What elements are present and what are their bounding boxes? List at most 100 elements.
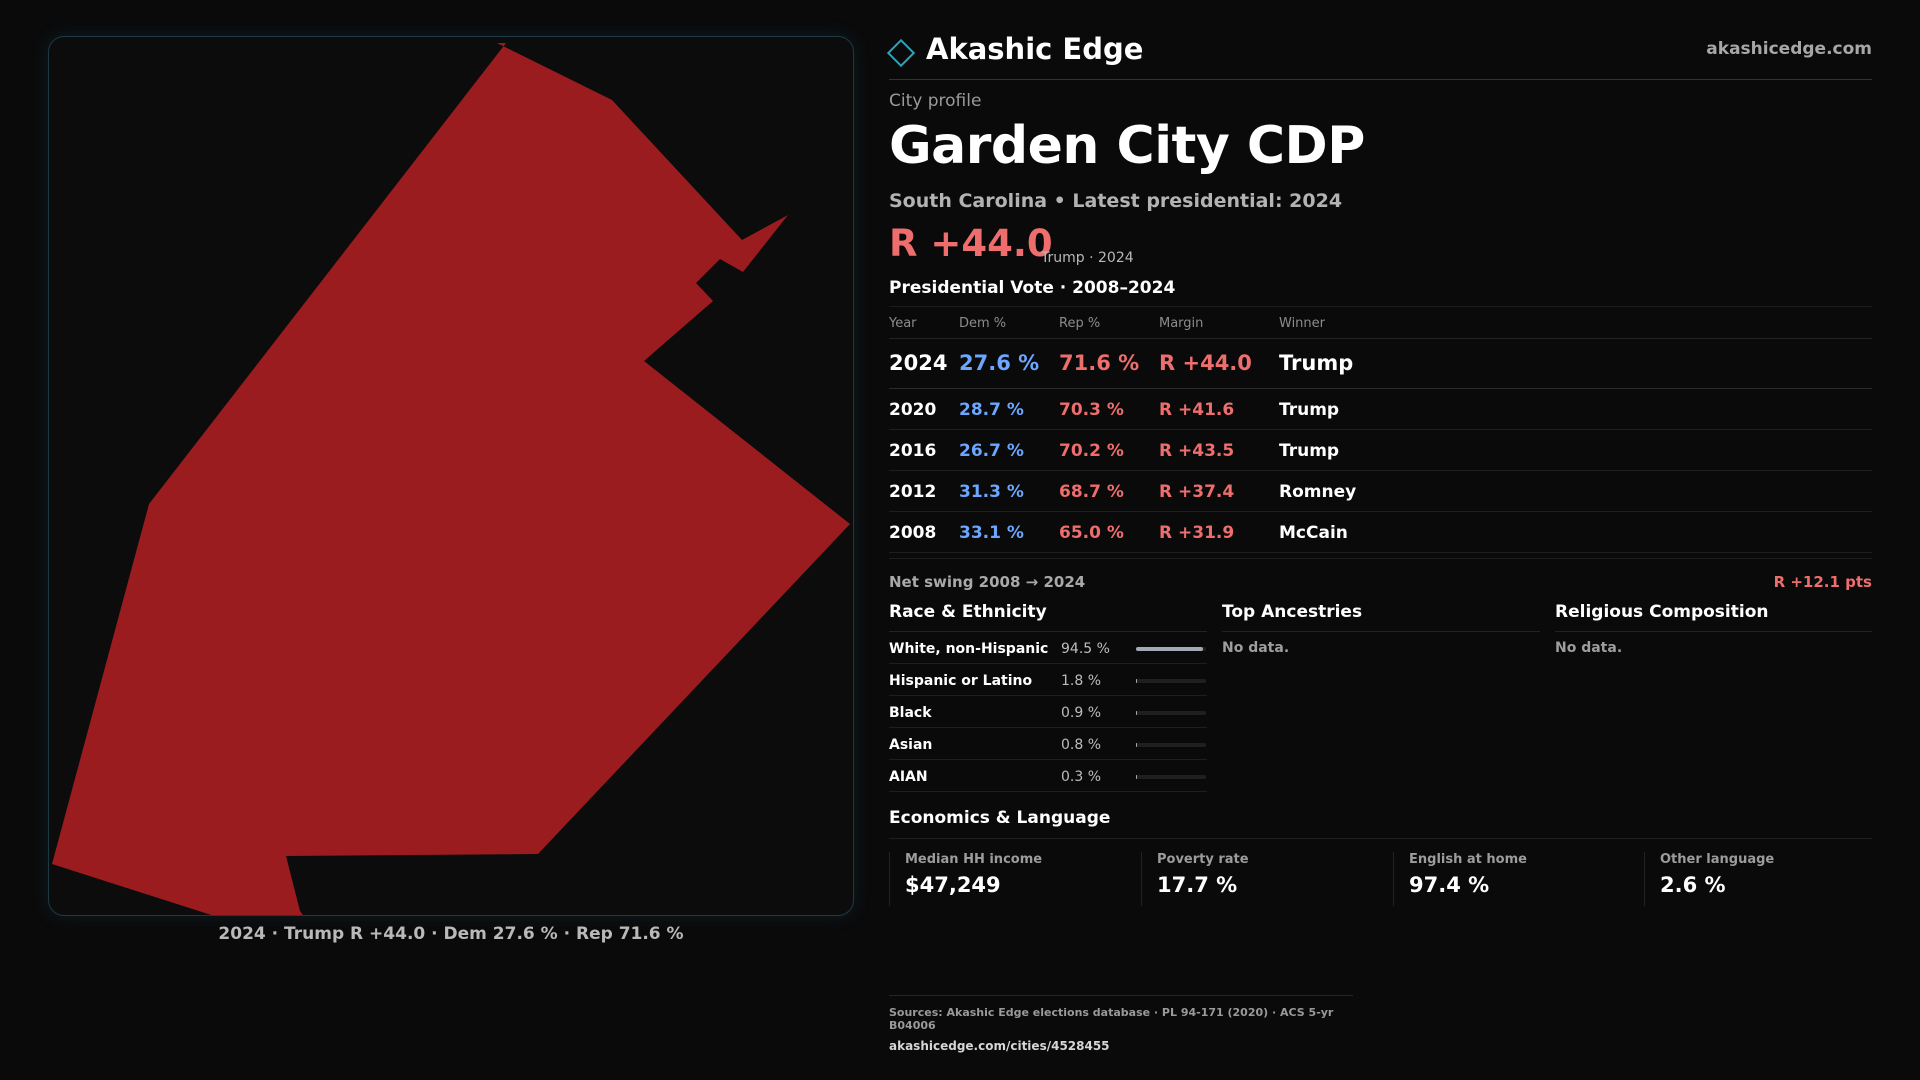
row-winner: Romney (1279, 482, 1357, 502)
race-value: 94.5 % (1061, 641, 1110, 657)
race-label: White, non-Hispanic (889, 641, 1049, 657)
race-value: 0.8 % (1061, 737, 1102, 753)
header-margin: Margin (1159, 316, 1204, 331)
table-row: 2020 28.7 % 70.3 % R +41.6 Trump (889, 389, 1872, 430)
row-margin: R +37.4 (1159, 482, 1235, 502)
econ-card-income: Median HH income $47,249 (889, 852, 1139, 906)
econ-card-value: 97.4 % (1409, 873, 1490, 897)
row-year: 2020 (889, 400, 937, 420)
row-winner: Trump (1279, 400, 1340, 420)
race-label: Asian (889, 737, 933, 753)
row-dem: 28.7 % (959, 400, 1024, 420)
religion-empty-text: No data. (1555, 640, 1623, 656)
brand-url-link[interactable]: akashicedge.com (1706, 39, 1872, 59)
vote-table-header: Year Dem % Rep % Margin Winner (889, 307, 1872, 339)
sources-text: Sources: Akashic Edge elections database… (889, 1006, 1334, 1032)
race-row: Hispanic or Latino 1.8 % (889, 664, 1207, 696)
row-year: 2008 (889, 523, 937, 543)
row-rep: 65.0 % (1059, 523, 1124, 543)
brand-logo-icon (886, 38, 916, 68)
race-bar-fill (1136, 775, 1137, 779)
ancestries-empty-text: No data. (1222, 640, 1290, 656)
city-boundary-shape (52, 43, 850, 915)
economics-divider (889, 838, 1872, 839)
table-row: 2008 33.1 % 65.0 % R +31.9 McCain (889, 512, 1872, 553)
race-value: 0.3 % (1061, 769, 1102, 785)
row-margin: R +31.9 (1159, 523, 1235, 543)
row-dem: 27.6 % (959, 351, 1040, 375)
race-label: Black (889, 705, 932, 721)
economics-section-title: Economics & Language (889, 808, 1111, 828)
econ-card-poverty: Poverty rate 17.7 % (1141, 852, 1391, 906)
race-bar-track (1136, 711, 1206, 715)
header-year: Year (889, 316, 917, 331)
vote-section-title: Presidential Vote · 2008–2024 (889, 278, 1176, 298)
row-year: 2024 (889, 351, 948, 375)
race-bar-fill (1136, 743, 1137, 747)
row-winner: Trump (1279, 351, 1354, 375)
race-value: 1.8 % (1061, 673, 1102, 689)
row-winner: Trump (1279, 441, 1340, 461)
latest-margin: R +44.0 (889, 222, 1053, 265)
race-value: 0.9 % (1061, 705, 1102, 721)
econ-card-value: $47,249 (905, 873, 1001, 897)
header-dem: Dem % (959, 316, 1007, 331)
table-row: 2012 31.3 % 68.7 % R +37.4 Romney (889, 471, 1872, 512)
ancestries-section-title: Top Ancestries (1222, 602, 1540, 632)
econ-card-label: English at home (1409, 852, 1527, 867)
profile-panel: Akashic Edge akashicedge.com City profil… (886, 0, 1872, 1080)
row-rep: 70.3 % (1059, 400, 1124, 420)
race-bar-fill (1136, 679, 1138, 683)
race-bar-track (1136, 647, 1206, 651)
race-row: AIAN 0.3 % (889, 760, 1207, 792)
page-kicker: City profile (889, 91, 982, 111)
table-row: 2016 26.7 % 70.2 % R +43.5 Trump (889, 430, 1872, 471)
race-bar-track (1136, 679, 1206, 683)
race-bar-track (1136, 743, 1206, 747)
brand-name: Akashic Edge (926, 32, 1144, 66)
race-row: Black 0.9 % (889, 696, 1207, 728)
vote-table: Year Dem % Rep % Margin Winner 2024 27.6… (889, 306, 1872, 553)
map-caption: 2024 · Trump R +44.0 · Dem 27.6 % · Rep … (218, 924, 684, 944)
city-boundary-map (52, 43, 850, 915)
race-row: Asian 0.8 % (889, 728, 1207, 760)
latest-margin-note: Trump · 2024 (1041, 250, 1134, 266)
race-label: AIAN (889, 769, 928, 785)
header-winner: Winner (1279, 316, 1326, 331)
ancestries-section: Top Ancestries No data. (1222, 602, 1540, 656)
row-rep: 68.7 % (1059, 482, 1124, 502)
table-row: 2024 27.6 % 71.6 % R +44.0 Trump (889, 339, 1872, 389)
net-swing-value: R +12.1 pts (1773, 573, 1872, 591)
econ-card-label: Other language (1660, 852, 1775, 867)
row-dem: 33.1 % (959, 523, 1024, 543)
row-margin: R +44.0 (1159, 351, 1252, 375)
row-rep: 71.6 % (1059, 351, 1140, 375)
race-label: Hispanic or Latino (889, 673, 1033, 689)
row-year: 2016 (889, 441, 937, 461)
brand-header: Akashic Edge akashicedge.com (886, 32, 1872, 80)
religion-section-title: Religious Composition (1555, 602, 1872, 632)
econ-card-other-language: Other language 2.6 % (1644, 852, 1872, 906)
row-rep: 70.2 % (1059, 441, 1124, 461)
source-url-link[interactable]: akashicedge.com/cities/4528455 (889, 1039, 1110, 1053)
page-title: Garden City CDP (889, 116, 1365, 176)
econ-card-value: 2.6 % (1660, 873, 1726, 897)
row-winner: McCain (1279, 523, 1348, 543)
econ-card-label: Poverty rate (1157, 852, 1249, 867)
econ-card-english: English at home 97.4 % (1393, 852, 1643, 906)
race-ethnicity-section: Race & Ethnicity White, non-Hispanic 94.… (889, 602, 1207, 792)
race-row: White, non-Hispanic 94.5 % (889, 632, 1207, 664)
race-section-title: Race & Ethnicity (889, 602, 1207, 632)
net-swing-row: Net swing 2008 → 2024 R +12.1 pts (889, 558, 1872, 591)
race-bar-track (1136, 775, 1206, 779)
race-bar-fill (1136, 711, 1137, 715)
sources-footer: Sources: Akashic Edge elections database… (889, 995, 1353, 1053)
row-dem: 31.3 % (959, 482, 1024, 502)
page-subtitle: South Carolina • Latest presidential: 20… (889, 190, 1343, 212)
religion-section: Religious Composition No data. (1555, 602, 1872, 656)
row-margin: R +41.6 (1159, 400, 1235, 420)
header-rep: Rep % (1059, 316, 1101, 331)
row-margin: R +43.5 (1159, 441, 1235, 461)
econ-card-value: 17.7 % (1157, 873, 1238, 897)
econ-card-label: Median HH income (905, 852, 1043, 867)
